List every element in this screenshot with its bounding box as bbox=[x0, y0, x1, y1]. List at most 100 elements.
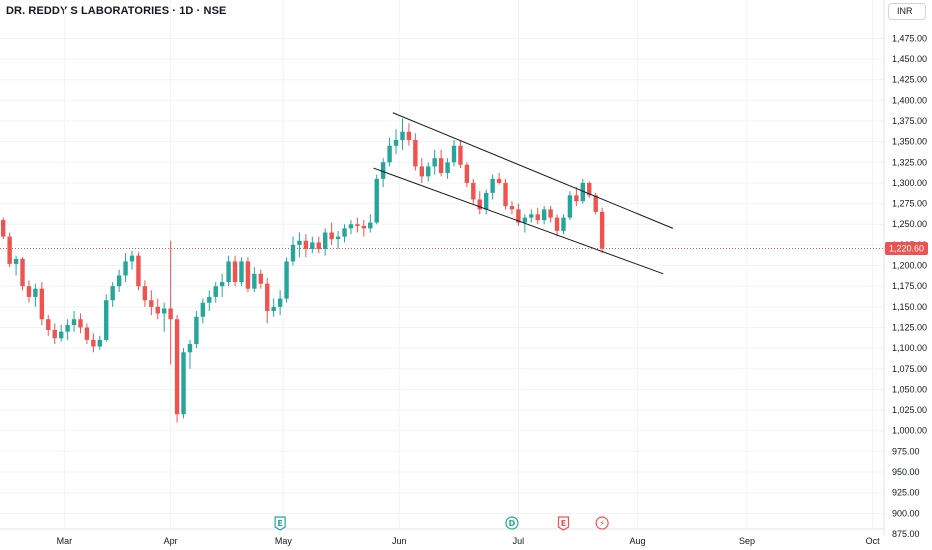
candle-body bbox=[136, 255, 141, 287]
y-tick-label: 1,025.00 bbox=[892, 405, 927, 415]
candle-body bbox=[213, 286, 218, 297]
candle bbox=[116, 269, 122, 292]
y-tick-label: 900.00 bbox=[892, 508, 920, 518]
trend-channel[interactable] bbox=[373, 112, 674, 275]
candle bbox=[207, 290, 212, 311]
earnings-marker[interactable]: E bbox=[557, 516, 570, 531]
event-marker-glyph: E bbox=[277, 519, 282, 528]
event-markers[interactable]: E D E ⚡ bbox=[274, 516, 609, 531]
candle-body bbox=[413, 139, 418, 167]
candle-body bbox=[554, 217, 560, 231]
dividend-marker[interactable]: D bbox=[505, 516, 519, 530]
candle-body bbox=[316, 242, 321, 250]
time-axis[interactable]: Mar Apr May Jun Jul Aug Sep Oct bbox=[57, 536, 880, 546]
candle-body bbox=[574, 195, 579, 202]
currency-button[interactable]: INR bbox=[888, 3, 926, 20]
candle-body bbox=[297, 240, 302, 245]
candle bbox=[187, 339, 193, 369]
candle-body bbox=[252, 273, 257, 289]
candle-body bbox=[58, 331, 64, 339]
candle bbox=[496, 173, 502, 185]
candle-body bbox=[355, 224, 360, 226]
candle-body bbox=[451, 145, 457, 163]
candle-body bbox=[380, 162, 386, 179]
candle bbox=[26, 280, 32, 303]
candle-body bbox=[374, 178, 379, 223]
split-marker[interactable]: ⚡ bbox=[595, 516, 609, 530]
last-price-tag-label: 1,220.60 bbox=[889, 244, 924, 254]
candle-body bbox=[400, 131, 405, 140]
candle bbox=[136, 252, 141, 291]
candle-body bbox=[368, 222, 373, 229]
candle bbox=[84, 323, 90, 345]
candle bbox=[168, 240, 173, 365]
candle-body bbox=[290, 244, 296, 262]
candle-body bbox=[426, 166, 431, 177]
candle-body bbox=[490, 178, 495, 193]
y-tick-label: 1,350.00 bbox=[892, 137, 927, 147]
candle-body bbox=[496, 178, 502, 183]
candle bbox=[297, 232, 302, 258]
y-tick-label: 1,375.00 bbox=[892, 116, 927, 126]
candle bbox=[142, 280, 148, 307]
grid-lines bbox=[0, 0, 884, 529]
candle bbox=[310, 236, 315, 254]
y-tick-label: 1,150.00 bbox=[892, 302, 927, 312]
candle-body bbox=[219, 282, 225, 287]
candle bbox=[213, 282, 218, 303]
y-tick-label: 875.00 bbox=[892, 529, 920, 539]
candle bbox=[1, 217, 6, 240]
candle-body bbox=[419, 166, 424, 177]
x-tick-label: Aug bbox=[630, 536, 646, 546]
x-tick-label: Mar bbox=[57, 536, 73, 546]
candle bbox=[342, 224, 347, 243]
y-tick-label: 1,475.00 bbox=[892, 33, 927, 43]
candle bbox=[548, 206, 553, 223]
candle bbox=[239, 257, 244, 287]
candle-body bbox=[13, 258, 19, 264]
candle bbox=[541, 206, 547, 225]
candle-body bbox=[181, 352, 186, 415]
earnings-marker[interactable]: E bbox=[274, 516, 286, 531]
candle-body bbox=[387, 145, 392, 163]
y-tick-label: 1,450.00 bbox=[892, 54, 927, 64]
y-tick-label: 1,000.00 bbox=[892, 426, 927, 436]
candle bbox=[329, 222, 334, 245]
candle-body bbox=[26, 286, 32, 297]
candle bbox=[368, 214, 373, 233]
candle-body bbox=[104, 300, 109, 340]
candle bbox=[174, 315, 180, 423]
candle bbox=[380, 158, 386, 188]
candle bbox=[374, 174, 379, 225]
candle bbox=[509, 201, 515, 215]
candle-body bbox=[548, 209, 553, 218]
candle-body bbox=[271, 306, 276, 311]
candle-body bbox=[78, 319, 83, 328]
earnings-icon bbox=[557, 516, 570, 531]
candle bbox=[361, 220, 367, 237]
candle bbox=[52, 323, 57, 345]
y-tick-label: 1,125.00 bbox=[892, 322, 927, 332]
x-tick-label: Oct bbox=[866, 536, 881, 546]
event-marker-glyph: D bbox=[509, 519, 516, 528]
price-axis[interactable]: 875.00 900.00 925.00 950.00 975.00 1,000.00 1,… bbox=[892, 33, 927, 539]
candle-body bbox=[142, 286, 148, 301]
y-tick-label: 1,250.00 bbox=[892, 219, 927, 229]
candle-body bbox=[303, 240, 309, 250]
x-tick-label: Sep bbox=[739, 536, 755, 546]
candle bbox=[400, 118, 405, 150]
candle-body bbox=[484, 192, 489, 210]
candle-body bbox=[323, 232, 328, 250]
candle bbox=[46, 315, 51, 336]
candle-body bbox=[187, 344, 193, 353]
candle bbox=[284, 257, 289, 303]
candle bbox=[155, 298, 160, 320]
candle-body bbox=[277, 298, 283, 307]
candle bbox=[516, 203, 521, 226]
y-tick-label: 1,100.00 bbox=[892, 343, 927, 353]
candle-body bbox=[567, 195, 573, 218]
candle-body bbox=[46, 319, 51, 330]
candle-body bbox=[71, 319, 77, 326]
candle bbox=[226, 255, 231, 287]
